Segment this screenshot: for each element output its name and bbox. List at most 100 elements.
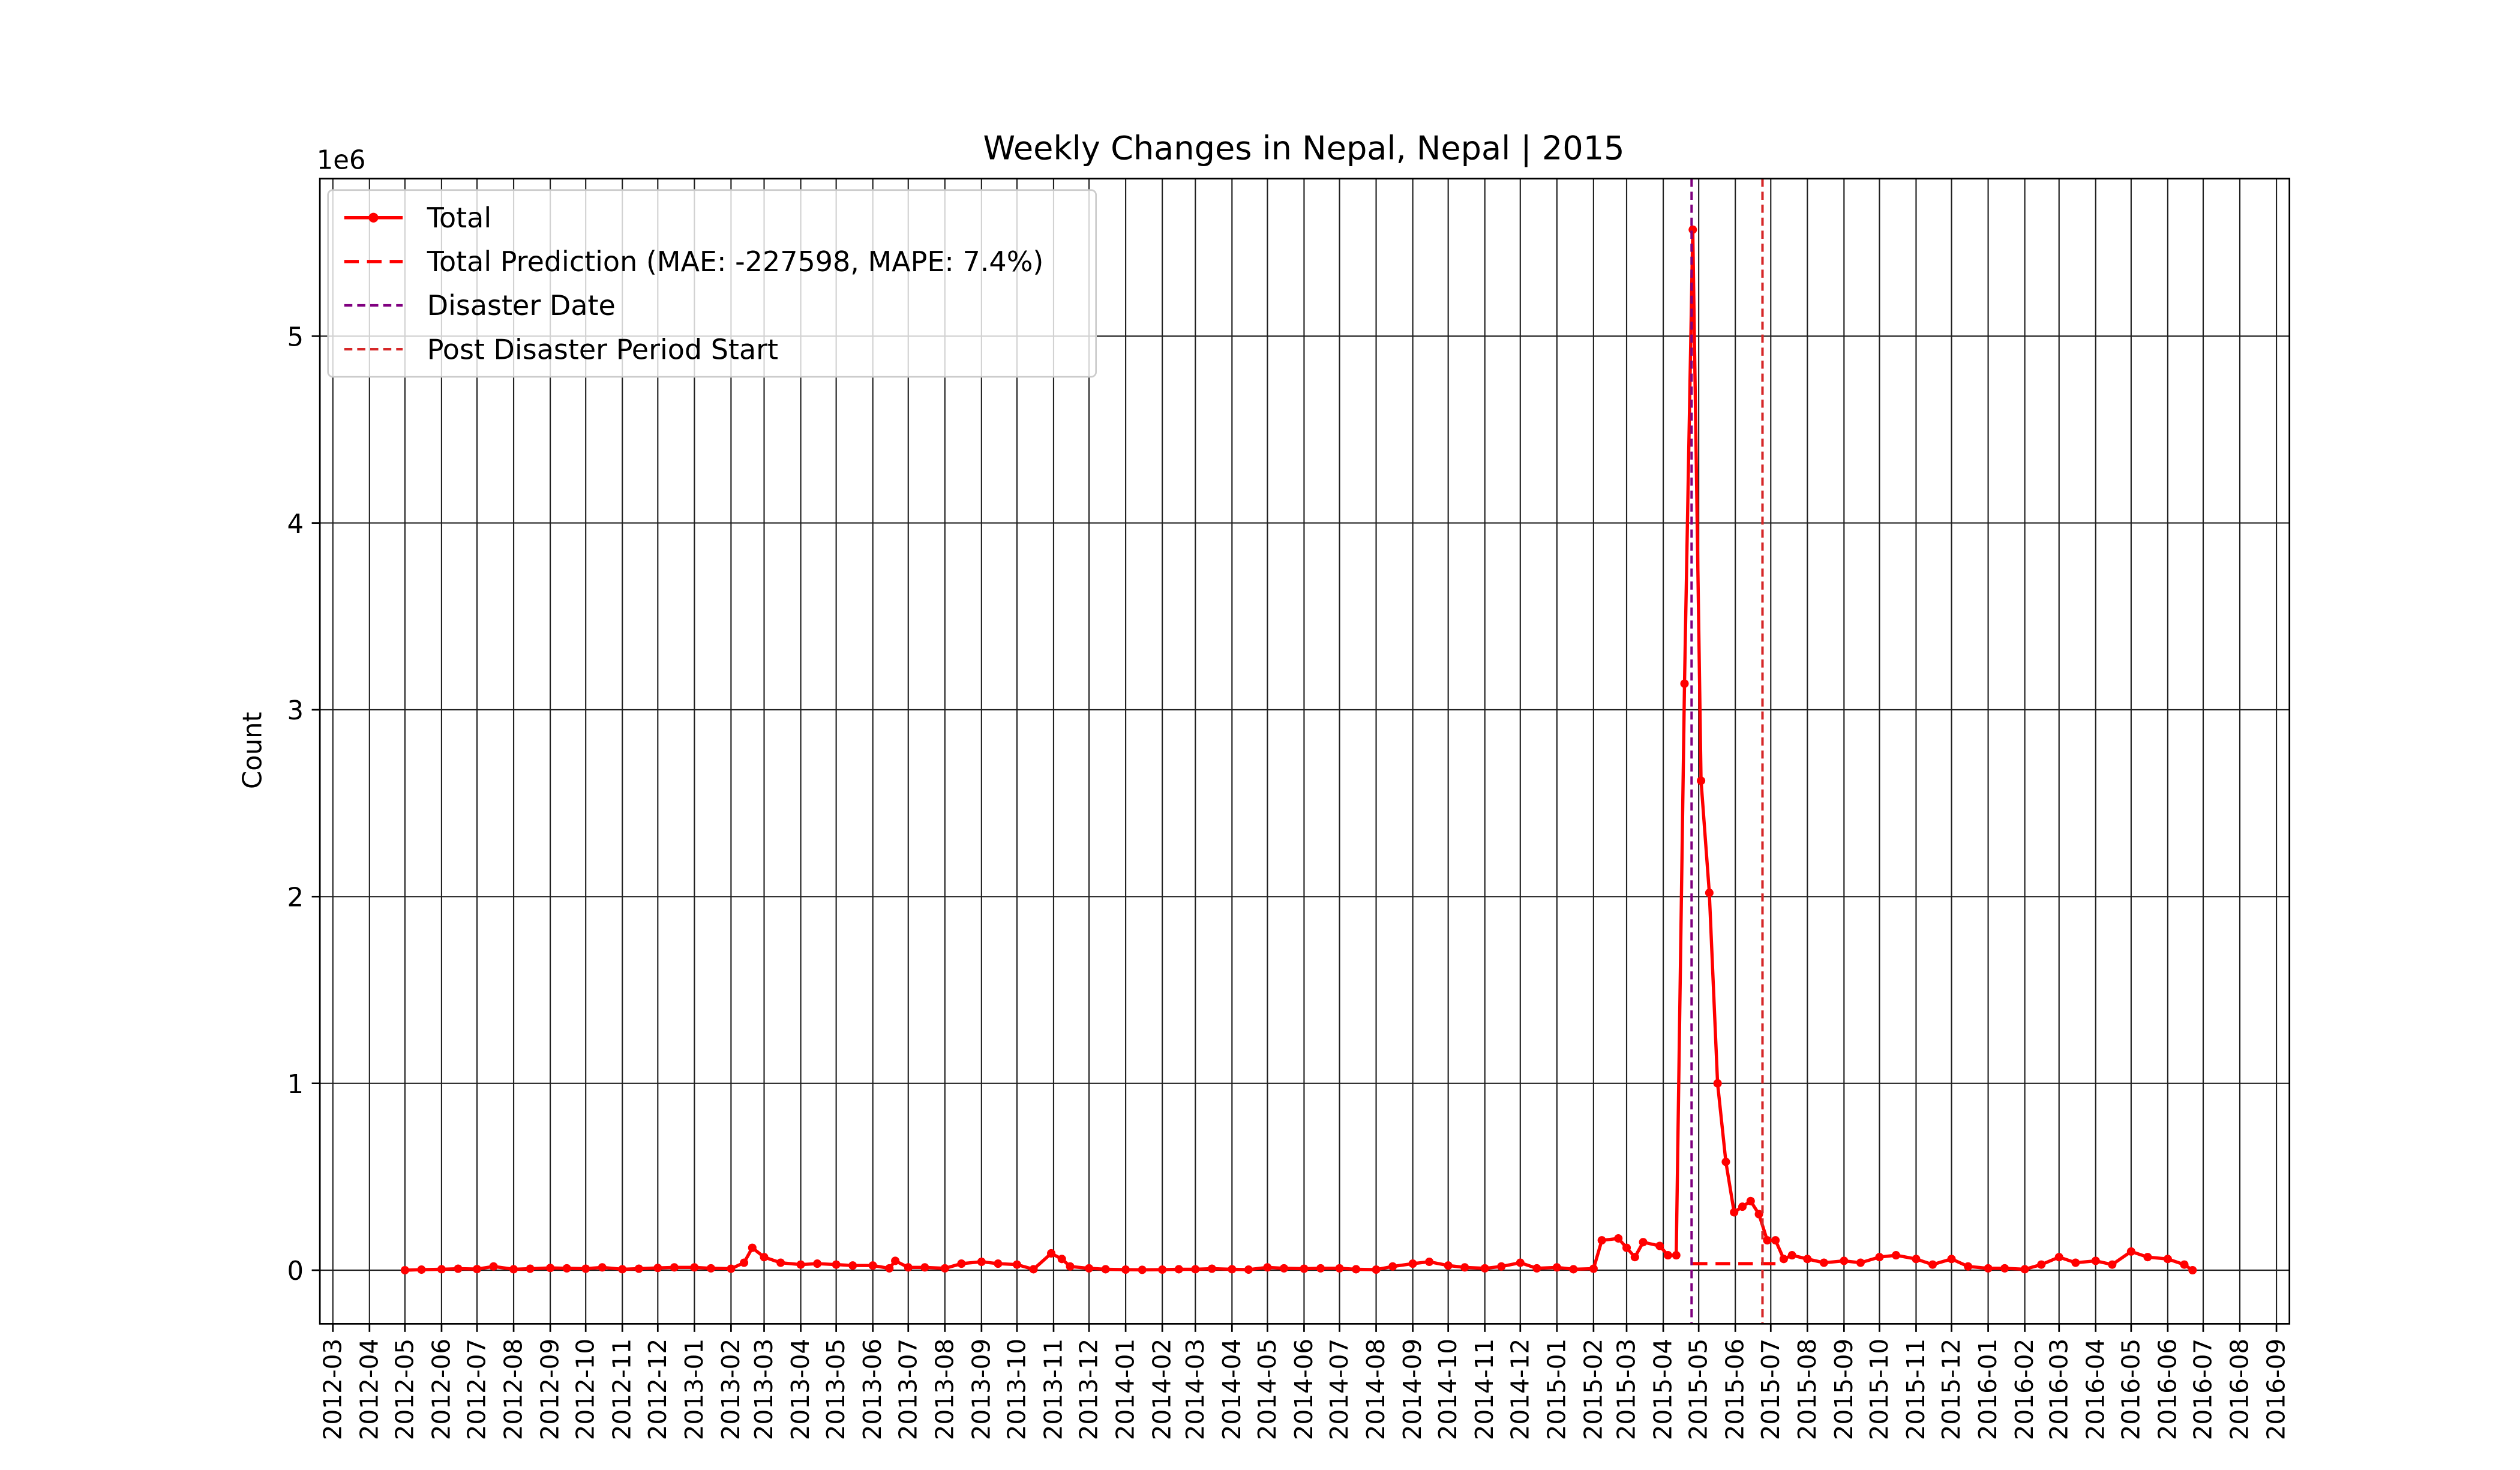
x-tick-label: 2015-09: [1829, 1339, 1858, 1441]
plot-area: [400, 178, 2197, 1324]
point: [848, 1261, 857, 1270]
point: [1738, 1202, 1747, 1211]
point: [509, 1265, 518, 1274]
x-tick-label: 2015-11: [1901, 1339, 1930, 1441]
point: [1630, 1253, 1639, 1262]
point: [1912, 1255, 1921, 1264]
x-tick-label: 2012-09: [536, 1339, 565, 1441]
x-tick-label: 2013-11: [1039, 1339, 1068, 1441]
point: [1101, 1265, 1110, 1274]
point: [1569, 1265, 1578, 1274]
point: [994, 1259, 1003, 1268]
point: [400, 1265, 409, 1275]
x-tick-label: 2014-06: [1289, 1339, 1318, 1441]
point: [1746, 1196, 1755, 1205]
point: [1697, 776, 1706, 785]
point: [2143, 1253, 2152, 1262]
point: [1532, 1264, 1541, 1273]
x-tick-label: 2014-02: [1148, 1339, 1177, 1441]
point: [1787, 1251, 1796, 1260]
point: [1516, 1258, 1525, 1267]
x-tick-label: 2013-07: [893, 1339, 922, 1441]
point: [1085, 1264, 1094, 1273]
x-tick-label: 2014-10: [1433, 1339, 1462, 1441]
point: [1300, 1264, 1309, 1273]
point: [957, 1259, 966, 1268]
x-tick-label: 2013-01: [680, 1339, 709, 1441]
point: [977, 1257, 986, 1267]
point: [1552, 1263, 1561, 1272]
point: [2091, 1256, 2100, 1265]
x-tick-label: 2015-02: [1579, 1339, 1607, 1441]
point: [1388, 1262, 1397, 1271]
x-tick-label: 2013-09: [967, 1339, 995, 1441]
point: [2020, 1265, 2029, 1274]
point: [706, 1264, 715, 1273]
point: [2126, 1247, 2135, 1256]
chart-title: Weekly Changes in Nepal, Nepal | 2015: [983, 129, 1625, 167]
point: [1425, 1257, 1434, 1267]
x-tick-label: 2016-02: [2010, 1339, 2039, 1441]
x-tick-label: 2015-05: [1684, 1339, 1713, 1441]
point: [891, 1256, 900, 1265]
point: [727, 1264, 736, 1273]
legend-marker: [368, 212, 379, 223]
point: [1721, 1157, 1730, 1166]
x-tick-label: 2012-05: [390, 1339, 419, 1441]
point: [1639, 1238, 1648, 1247]
y-tick-label: 4: [287, 509, 304, 539]
point: [1754, 1210, 1763, 1219]
x-tick-label: 2016-07: [2189, 1339, 2218, 1441]
x-tick-label: 2016-06: [2153, 1339, 2182, 1441]
point: [1663, 1251, 1672, 1260]
point: [526, 1264, 535, 1273]
point: [2054, 1253, 2063, 1262]
x-tick-label: 2012-03: [318, 1339, 347, 1441]
x-tick-label: 2015-03: [1612, 1339, 1641, 1441]
x-tick-label: 2013-02: [716, 1339, 745, 1441]
point: [1480, 1264, 1489, 1273]
x-tick-label: 2013-10: [1002, 1339, 1031, 1441]
x-tick-label: 2015-01: [1542, 1339, 1571, 1441]
point: [885, 1264, 894, 1273]
x-tick-label: 2016-05: [2116, 1339, 2145, 1441]
x-tick-label: 2012-06: [427, 1339, 455, 1441]
point: [454, 1264, 463, 1273]
x-tick-label: 2014-11: [1470, 1339, 1499, 1441]
x-tick-label: 2016-08: [2225, 1339, 2254, 1441]
point: [904, 1263, 913, 1272]
point: [776, 1258, 785, 1267]
point: [562, 1264, 571, 1273]
point: [417, 1265, 426, 1274]
point: [1207, 1264, 1216, 1273]
point: [1372, 1265, 1381, 1274]
point: [634, 1264, 643, 1273]
legend-label: Total Prediction (MAE: -227598, MAPE: 7.…: [427, 245, 1044, 278]
point: [1158, 1265, 1167, 1274]
point: [748, 1243, 757, 1252]
point: [1066, 1262, 1075, 1271]
point: [2188, 1265, 2197, 1275]
x-tick-label: 2013-03: [749, 1339, 778, 1441]
y-tick-label: 2: [287, 883, 304, 913]
x-tick-label: 2012-07: [463, 1339, 491, 1441]
point: [546, 1264, 555, 1273]
point: [1046, 1249, 1056, 1258]
point: [1803, 1255, 1812, 1264]
point: [1964, 1262, 1973, 1271]
x-tick-label: 2016-04: [2081, 1339, 2110, 1441]
point: [670, 1263, 679, 1272]
point: [2071, 1258, 2080, 1267]
point: [581, 1264, 590, 1273]
point: [1984, 1264, 1993, 1273]
point: [1460, 1263, 1469, 1272]
point: [760, 1253, 769, 1262]
point: [1622, 1243, 1631, 1252]
point: [1029, 1265, 1038, 1274]
point: [1497, 1262, 1506, 1271]
legend: Total Total Prediction (MAE: -227598, MAP…: [327, 189, 1097, 378]
point: [1408, 1259, 1417, 1268]
point: [1856, 1258, 1865, 1267]
x-tick-label: 2014-07: [1325, 1339, 1354, 1441]
